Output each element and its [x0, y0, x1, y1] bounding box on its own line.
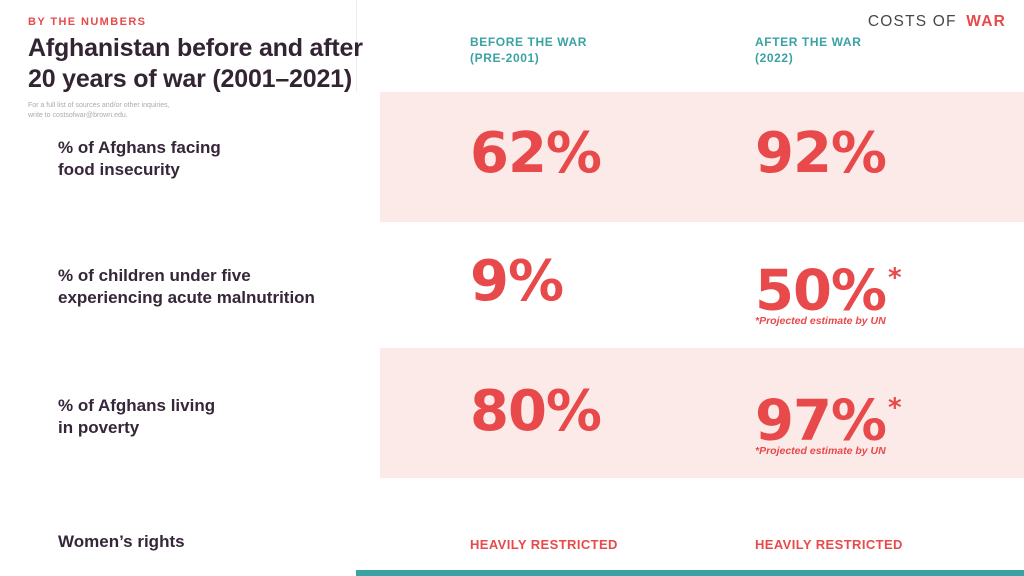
row-label-line: food insecurity	[58, 160, 180, 179]
asterisk-marker: *	[888, 393, 902, 423]
value-number: 97%	[755, 388, 887, 454]
row-label-line: % of Afghans facing	[58, 138, 221, 157]
column-header-before-line1: BEFORE THE WAR	[470, 35, 588, 49]
page-title: Afghanistan before and after 20 years of…	[28, 33, 363, 95]
value-number: 50%	[755, 258, 887, 324]
footer-accent-bar	[356, 570, 1024, 576]
source-note-line1: For a full list of sources and/or other …	[28, 102, 170, 109]
logo-prefix: COSTS OF	[867, 13, 957, 30]
footnote-malnutrition: *Projected estimate by UN	[755, 315, 886, 327]
panel-edge-line	[356, 0, 357, 92]
column-header-before-line2: (PRE-2001)	[470, 51, 540, 65]
row-label-line: Women’s rights	[58, 532, 185, 551]
asterisk-marker: *	[888, 263, 902, 293]
value-womens-rights-after: HEAVILY RESTRICTED	[755, 537, 903, 552]
column-header-after: AFTER THE WAR (2022)	[755, 34, 861, 66]
row-label-womens-rights: Women’s rights	[58, 531, 388, 553]
source-note-line2: write to costsofwar@brown.edu.	[28, 111, 128, 119]
row-label-line: in poverty	[58, 418, 140, 437]
value-food-insecurity-before: 62%	[470, 121, 602, 186]
value-womens-rights-before: HEAVILY RESTRICTED	[470, 537, 618, 552]
costs-of-war-logo: COSTS OF WAR	[868, 13, 1006, 31]
value-poverty-before: 80%	[470, 379, 602, 444]
eyebrow-label: BY THE NUMBERS	[28, 16, 147, 28]
row-band-poverty	[380, 348, 1024, 478]
row-label-malnutrition: % of children under five experiencing ac…	[58, 265, 388, 309]
row-label-line: % of Afghans living	[58, 396, 216, 415]
row-label-line: % of children under five	[58, 266, 251, 285]
logo-suffix: WAR	[966, 13, 1006, 30]
page-title-line2: 20 years of war (2001–2021)	[28, 65, 352, 93]
row-label-poverty: % of Afghans living in poverty	[58, 395, 388, 439]
column-header-after-line2: (2022)	[755, 51, 794, 65]
value-malnutrition-before: 9%	[470, 249, 564, 314]
value-food-insecurity-after: 92%	[755, 121, 887, 186]
footnote-poverty: *Projected estimate by UN	[755, 445, 886, 457]
row-label-food-insecurity: % of Afghans facing food insecurity	[58, 137, 388, 181]
column-header-after-line1: AFTER THE WAR	[755, 35, 862, 49]
value-poverty-after: 97%*	[755, 382, 902, 454]
row-band-food-insecurity	[380, 92, 1024, 222]
column-header-before: BEFORE THE WAR (PRE-2001)	[470, 34, 587, 66]
value-malnutrition-after: 50%*	[755, 252, 902, 324]
source-note: For a full list of sources and/or other …	[28, 101, 170, 120]
page-title-line1: Afghanistan before and after	[28, 34, 363, 62]
row-label-line: experiencing acute malnutrition	[58, 288, 315, 307]
